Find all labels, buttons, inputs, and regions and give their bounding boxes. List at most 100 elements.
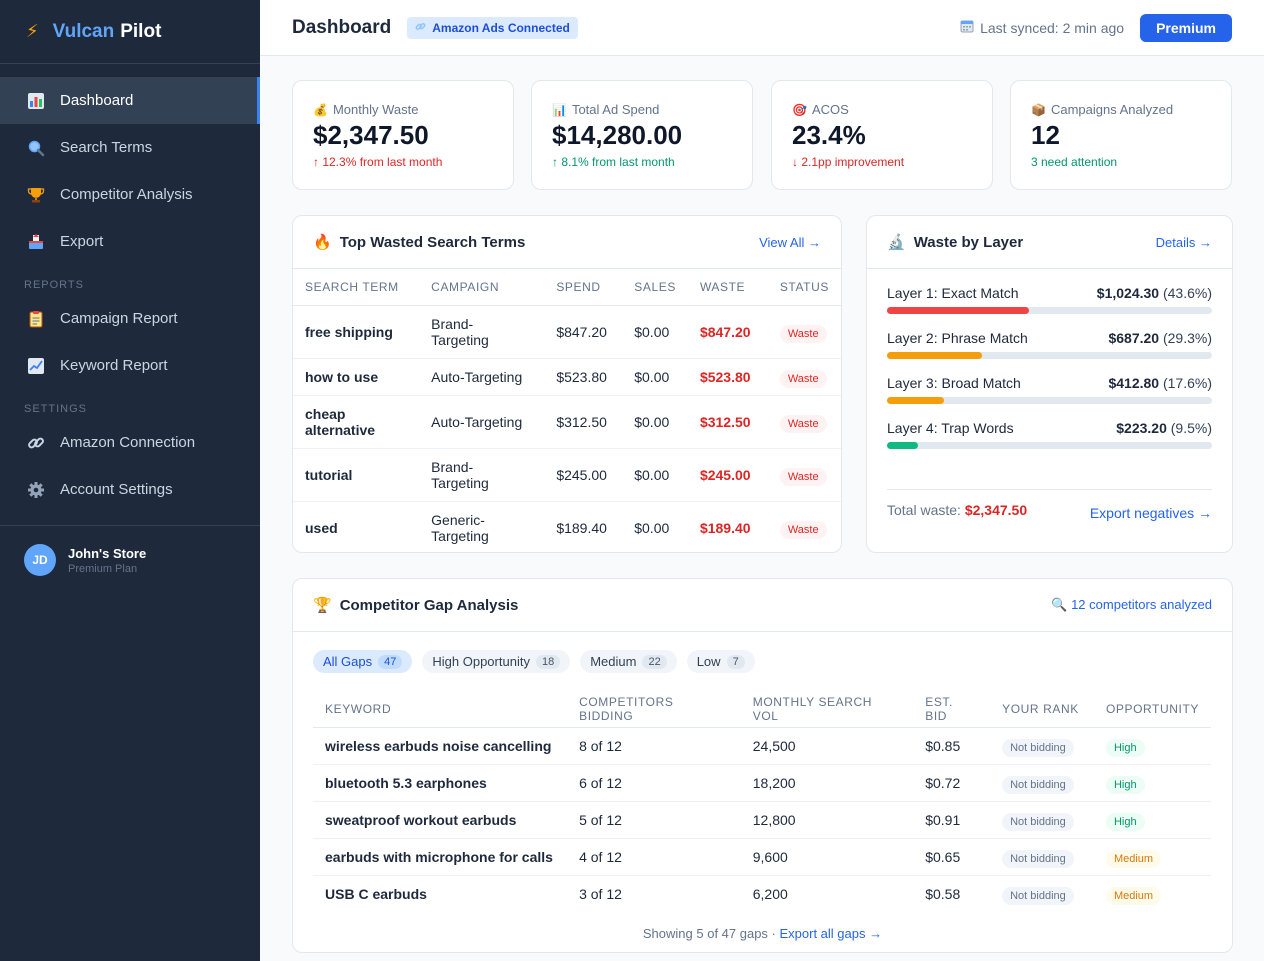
stat-card-acos: 🎯 ACOS 23.4% ↓ 2.1pp improvement (771, 80, 993, 190)
column-header[interactable]: WASTE (687, 269, 768, 306)
chip-all-gaps[interactable]: All Gaps 47 (313, 650, 413, 673)
sidebar-item-dashboard[interactable]: Dashboard (0, 77, 260, 124)
total-waste-value: $2,347.50 (964, 502, 1028, 518)
sync-status: Last synced: 2 min ago (960, 19, 1124, 36)
column-header[interactable]: COMPETITORS BIDDING (567, 691, 741, 728)
table-row[interactable]: USB C earbuds 3 of 12 6,200 $0.58 Not biddin… (313, 875, 1211, 912)
competitors-bidding: 6 of 12 (567, 764, 741, 802)
table-row[interactable]: earbuds with microphone for calls 4 of 12… (313, 838, 1211, 876)
competitors-bidding: 3 of 12 (579, 885, 622, 902)
trend-chart-icon (26, 356, 46, 376)
sidebar-item-amazon-connection[interactable]: Amazon Connection (0, 419, 260, 466)
table-row[interactable]: how to use Auto-Targeting $523.80 $0.00 … (293, 358, 841, 396)
keyword: earbuds with microphone for calls (313, 838, 568, 876)
waste: $312.50 (687, 395, 768, 449)
search-term: how to use (293, 358, 420, 396)
column-header[interactable]: SALES (622, 269, 688, 306)
stat-change: ↑ 12.3% from last month (313, 155, 443, 169)
link-icon (26, 433, 46, 453)
column-header[interactable]: SEARCH TERM (293, 269, 420, 306)
campaign: Auto-Targeting (419, 395, 545, 449)
chip-label: High Opportunity (432, 654, 530, 669)
layer-progress-bar (887, 307, 1212, 314)
sidebar-item-competitor-analysis[interactable]: Competitor Analysis (0, 171, 260, 218)
details-link[interactable]: Details → (1155, 234, 1212, 250)
monthly-search-volume: 9,600 (740, 838, 914, 876)
stat-change: ↓ 2.1pp improvement (792, 155, 905, 169)
campaign: Brand- Targeting (419, 448, 545, 502)
est-bid: $0.58 (925, 885, 961, 902)
chip-high-opportunity[interactable]: High Opportunity 18 (422, 650, 571, 673)
trophy-icon: 🏆 (313, 597, 332, 614)
status-badge: Waste (779, 520, 827, 539)
export-all-gaps-link[interactable]: Export all gaps → (779, 926, 883, 941)
chip-count: 7 (726, 654, 745, 669)
export-negatives-link[interactable]: Export negatives → (1089, 505, 1212, 521)
chip-count: 18 (535, 654, 561, 669)
sidebar-item-export[interactable]: Export (0, 218, 260, 265)
waste: $245.00 (687, 448, 768, 502)
wasted-terms-table: SEARCH TERM CAMPAIGN SPEND SALES WASTE S… (293, 269, 841, 552)
column-header[interactable]: YOUR RANK (990, 691, 1094, 728)
target-icon: 🎯 (792, 102, 807, 117)
brand-logo[interactable]: ⚡ Vulcan Pilot (0, 0, 260, 64)
chip-medium[interactable]: Medium 22 (580, 650, 677, 673)
layer-progress-bar (887, 397, 1212, 404)
view-all-link[interactable]: View All → (759, 234, 821, 250)
waste: $847.20 (687, 305, 768, 359)
rank-badge: Not bidding (1002, 849, 1074, 868)
table-row[interactable]: cheap alternative Auto-Targeting $312.50… (293, 395, 841, 449)
sidebar-item-keyword-report[interactable]: Keyword Report (0, 342, 260, 389)
column-header[interactable]: EST. BID (913, 691, 991, 728)
keyword: wireless earbuds noise cancelling (313, 727, 568, 765)
status-badge: Waste (779, 324, 827, 343)
column-header[interactable]: STATUS (767, 269, 841, 306)
table-row[interactable]: wireless earbuds noise cancelling 8 of 12… (313, 727, 1211, 765)
waste: $523.80 (687, 358, 768, 396)
opportunity-badge: Medium (1105, 886, 1162, 905)
sidebar-item-label: Campaign Report (60, 310, 178, 327)
competitors-analyzed-link[interactable]: 🔍 12 competitors analyzed (1051, 597, 1212, 613)
table-row[interactable]: sweatproof workout earbuds 5 of 12 12,800 $… (313, 801, 1211, 839)
est-bid: $0.85 (913, 727, 991, 765)
sidebar-item-search-terms[interactable]: Search Terms (0, 124, 260, 171)
table-row[interactable]: tutorial Brand- Targeting $245.00 $0.00 … (293, 448, 841, 502)
user-profile[interactable]: JD John's Store Premium Plan (0, 525, 260, 594)
sales: $0.00 (622, 395, 688, 449)
column-header[interactable]: OPPORTUNITY (1093, 691, 1211, 728)
sales: $0.00 (634, 519, 670, 536)
layer-progress-fill (887, 352, 983, 359)
premium-button[interactable]: Premium (1140, 13, 1232, 42)
sidebar: ⚡ Vulcan Pilot Dashboard Search Terms Co… (0, 0, 260, 961)
column-header[interactable]: MONTHLY SEARCH VOL (740, 691, 914, 728)
column-header[interactable]: CAMPAIGN (419, 269, 545, 306)
sales: $0.00 (622, 448, 688, 502)
column-header[interactable]: KEYWORD (313, 691, 568, 728)
stat-label: Campaigns Analyzed (1050, 102, 1174, 117)
table-row[interactable]: bluetooth 5.3 earphones 6 of 12 18,200 $0.7… (313, 764, 1211, 802)
page-title: Dashboard (292, 16, 392, 38)
sidebar-item-label: Account Settings (60, 481, 173, 498)
filter-chips: All Gaps 47 High Opportunity 18 Medium 22 L… (293, 632, 1232, 673)
column-header[interactable]: SPEND (544, 269, 623, 306)
magnifier-icon (26, 138, 46, 158)
sidebar-item-account-settings[interactable]: Account Settings (0, 466, 260, 513)
stat-label: Total Ad Spend (571, 102, 660, 117)
chip-low[interactable]: Low 7 (686, 650, 755, 673)
layer-percent: (43.6%) (1162, 285, 1212, 301)
table-row[interactable]: used Generic- Targeting $189.40 $0.00 $1… (293, 501, 841, 552)
card-title: Top Wasted Search Terms (339, 233, 526, 251)
sidebar-item-campaign-report[interactable]: Campaign Report (0, 295, 260, 342)
lightning-bolt-icon: ⚡ (26, 21, 39, 41)
sales: $0.00 (622, 305, 688, 359)
layer-percent: (29.3%) (1162, 330, 1212, 346)
total-waste-label: Total waste: (887, 502, 961, 518)
layer-row: Layer 2: Phrase Match $687.20 (29.3%) (867, 330, 1232, 359)
sync-text: Last synced: 2 min ago (980, 19, 1125, 36)
wasted-terms-card: 🔥 Top Wasted Search Terms View All → SEAR… (292, 215, 842, 553)
table-row[interactable]: free shipping Brand- Targeting $847.20 $… (293, 305, 841, 359)
calendar-icon (960, 19, 974, 36)
stat-value: $14,280.00 (552, 120, 683, 150)
search-term: used (305, 519, 338, 536)
gap-count-text: Showing 5 of 47 gaps · (642, 926, 776, 941)
